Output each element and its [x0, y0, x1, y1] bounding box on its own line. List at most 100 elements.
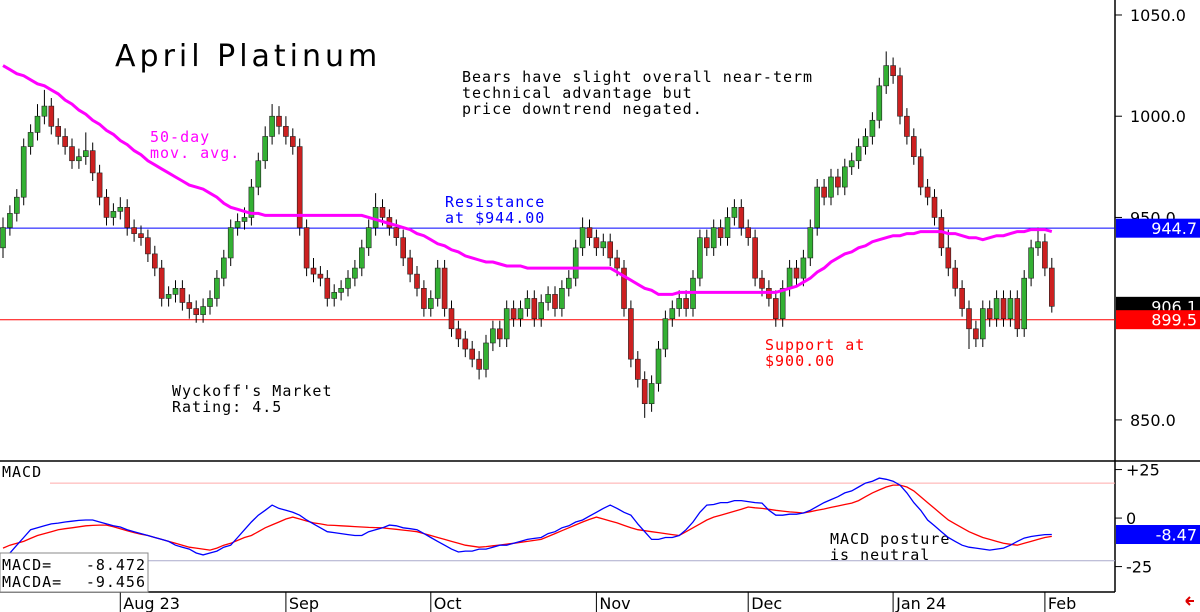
scroll-arrow	[1185, 596, 1194, 606]
candle-body	[110, 211, 117, 218]
price-box	[1116, 218, 1200, 238]
macd-y-tick-label: -25	[1126, 558, 1152, 577]
candle-body	[48, 105, 55, 127]
candle-body	[103, 196, 110, 218]
candle-body	[821, 186, 827, 198]
candle-body	[365, 227, 372, 249]
chart-title: April Platinum	[115, 39, 381, 74]
x-tick-label: Jan 24	[895, 594, 946, 612]
candle-body	[1042, 241, 1048, 269]
candle-body	[572, 247, 579, 279]
candle-body	[676, 298, 683, 309]
candle-body	[655, 348, 662, 384]
candle-body	[862, 136, 869, 147]
macd-line	[2, 477, 1052, 561]
x-tick-label: Nov	[599, 594, 630, 612]
candle-body	[600, 241, 607, 249]
candle-body	[959, 288, 965, 309]
macd-y-tick-label: 0	[1126, 509, 1136, 528]
x-tick-label: Oct	[434, 594, 462, 612]
candle-body	[303, 227, 310, 269]
candle-body	[952, 267, 959, 289]
candle-body	[207, 298, 213, 307]
price-box	[1116, 310, 1200, 330]
candle-body	[876, 85, 883, 121]
candle-body	[289, 136, 296, 147]
macd-y-tick-label: +25	[1126, 461, 1160, 480]
candle-body	[641, 379, 648, 405]
candle-body	[69, 146, 75, 162]
candle-body	[221, 257, 227, 279]
candle-body	[338, 288, 344, 293]
candle-body	[800, 257, 807, 279]
candle-body	[345, 277, 351, 289]
candle-body	[510, 308, 517, 319]
candle-body	[248, 186, 255, 218]
candle-body	[717, 227, 724, 238]
candle-body	[55, 126, 62, 137]
candle-body	[379, 207, 386, 218]
annotation: Rating: 4.5	[172, 398, 282, 416]
candle-body	[759, 277, 765, 289]
annotation: $900.00	[765, 352, 835, 370]
candle-body	[414, 273, 420, 289]
candle-body	[269, 115, 275, 137]
y-tick-label: 850.0	[1130, 411, 1176, 430]
price-box-label: 899.5	[1151, 311, 1197, 330]
candle-body	[200, 306, 206, 315]
candle-body	[434, 267, 441, 299]
x-tick-label: Feb	[1048, 594, 1076, 612]
candle-body	[0, 227, 6, 249]
candle-body	[993, 298, 1000, 319]
candle-body	[427, 298, 434, 309]
candle-body	[193, 308, 199, 315]
macd-line	[2, 484, 1052, 551]
x-tick-label: Aug 23	[123, 594, 180, 612]
candle-body	[524, 298, 531, 309]
candle-body	[1007, 298, 1014, 319]
readout-name: MACD=	[2, 556, 52, 574]
candle-body	[165, 294, 172, 299]
candle-body	[917, 156, 924, 188]
annotation: 50-day	[150, 128, 210, 146]
candle-body	[890, 65, 896, 77]
candle-body	[20, 146, 27, 198]
candle-body	[1014, 298, 1021, 330]
candle-body	[931, 196, 938, 218]
candle-body	[483, 342, 489, 370]
candle-body	[41, 105, 48, 117]
candle-body	[7, 213, 13, 228]
candle-body	[138, 233, 144, 238]
candle-body	[559, 288, 565, 309]
candle-body	[89, 150, 96, 174]
annotation: at $944.00	[445, 209, 545, 227]
candle-body	[552, 294, 558, 309]
candle-body	[883, 65, 890, 87]
candle-body	[752, 237, 758, 279]
annotation: mov. avg.	[150, 144, 240, 162]
candle-body	[634, 358, 641, 380]
candle-body	[158, 267, 165, 299]
candle-body	[283, 126, 289, 137]
candle-body	[276, 115, 282, 127]
candle-body	[296, 146, 303, 228]
candle-body	[96, 172, 103, 198]
candle-body	[897, 75, 903, 117]
candle-body	[172, 288, 179, 295]
candle-body	[124, 207, 130, 228]
candle-body	[310, 267, 317, 275]
macd-box	[1116, 525, 1200, 545]
candle-body	[186, 302, 193, 309]
candle-body	[34, 115, 41, 133]
candle-body	[703, 237, 710, 249]
candle-body	[579, 227, 586, 249]
candle-body	[910, 136, 917, 158]
candle-body	[531, 298, 538, 319]
annotation: Support at	[765, 336, 865, 354]
candle-body	[227, 227, 234, 259]
candle-body	[538, 302, 545, 319]
candle-body	[14, 196, 20, 214]
annotation: price downtrend negated.	[462, 100, 703, 118]
macd-panel-label: MACD	[2, 463, 42, 481]
y-tick-label: 1050.0	[1130, 6, 1186, 25]
